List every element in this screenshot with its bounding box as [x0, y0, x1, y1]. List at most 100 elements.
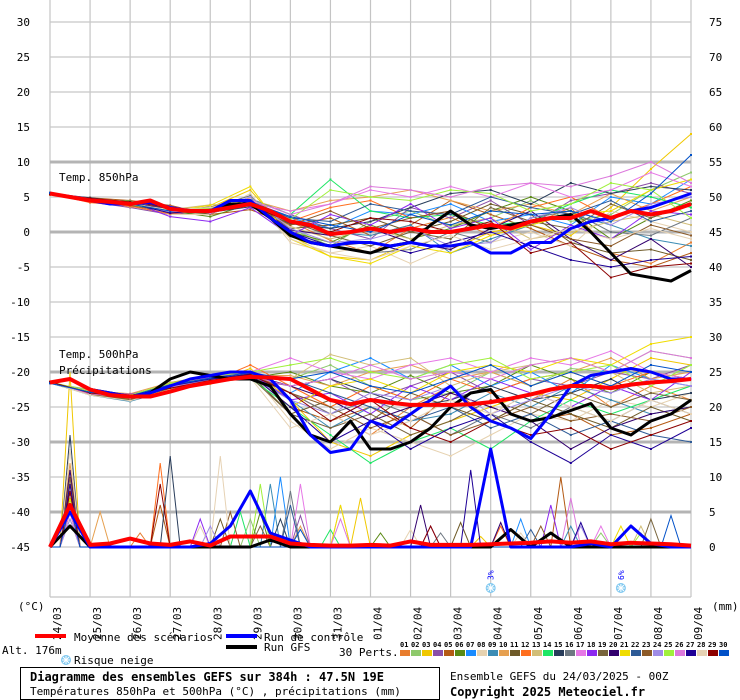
- pert-t850-point: [329, 213, 332, 216]
- pert-t850-point: [529, 224, 532, 226]
- pert-t850-point: [369, 217, 372, 219]
- t500-panel-label: Temp. 500hPa: [59, 348, 138, 361]
- pert-legend-number: 12: [521, 641, 529, 649]
- legend-mean-swatch: [35, 634, 66, 638]
- pert-t850-point: [529, 199, 532, 202]
- pert-t500-point: [289, 392, 292, 394]
- pert-t500-point: [649, 406, 652, 408]
- left-tick-label: -40: [10, 506, 30, 519]
- pert-t850-point: [369, 203, 372, 205]
- pert-t850-point: [489, 199, 492, 202]
- pert-legend-swatch: [675, 650, 685, 656]
- pert-t500-point: [690, 427, 692, 429]
- pert-legend-number: 16: [565, 641, 573, 649]
- pert-t500-point: [569, 392, 572, 394]
- x-tick-label: 31/03: [331, 607, 344, 640]
- pert-t500-point: [289, 427, 292, 429]
- precip-panel-label: Précipitations: [59, 364, 152, 377]
- pert-t850-point: [49, 191, 51, 194]
- pert-t850-point: [649, 220, 652, 223]
- pert-t500-point: [569, 406, 572, 408]
- pert-t500-point: [289, 374, 292, 377]
- pert-legend-swatch: [565, 650, 575, 656]
- pert-t850-point: [690, 210, 692, 212]
- pert-t850-point: [409, 189, 412, 191]
- pert-t500-point: [49, 382, 51, 385]
- pert-legend-swatch: [631, 650, 641, 656]
- pert-t500-point: [609, 378, 612, 380]
- pert-legend-swatch: [532, 650, 542, 656]
- x-tick-label: 03/04: [452, 607, 465, 640]
- pert-t850-point: [609, 203, 612, 205]
- pert-t500-point: [489, 434, 492, 436]
- left-tick-label: -35: [10, 471, 30, 484]
- pert-t850-point: [249, 196, 252, 198]
- pert-t850-point: [609, 206, 612, 209]
- pert-t850-point: [369, 199, 372, 202]
- pert-t850-point: [569, 245, 572, 247]
- right-tick-label: 75: [709, 16, 722, 29]
- pert-t500-point: [609, 406, 612, 408]
- pert-t850-point: [489, 210, 492, 212]
- pert-legend-swatch: [664, 650, 674, 656]
- pert-t500-point: [489, 357, 492, 359]
- pert-legend-number: 17: [576, 641, 584, 649]
- pert-t850-point: [609, 192, 612, 195]
- pert-legend-number: 09: [488, 641, 496, 649]
- right-tick-label: 60: [709, 121, 722, 134]
- x-tick-label: 30/03: [291, 607, 304, 640]
- pert-t850-point: [409, 203, 412, 205]
- pert-t850-point: [569, 203, 572, 205]
- pert-t500-point: [529, 357, 532, 359]
- pert-t850-point: [369, 245, 372, 247]
- pert-t500-point: [169, 387, 172, 390]
- pert-t850-point: [409, 196, 412, 198]
- pert-t850-point: [89, 197, 92, 200]
- legend-gfs-swatch: [226, 645, 257, 649]
- pert-t850-point: [329, 178, 332, 181]
- pert-t500-point: [409, 448, 412, 450]
- pert-t850-point: [609, 220, 612, 223]
- pert-t500-point: [409, 399, 412, 401]
- pert-t500-point: [409, 357, 412, 359]
- pert-t850-point: [529, 203, 532, 205]
- pert-legend-number: 07: [466, 641, 474, 649]
- pert-t850-point: [329, 217, 332, 219]
- pert-t850-point: [249, 185, 252, 188]
- pert-t500-point: [569, 427, 572, 429]
- x-tick-label: 24/03: [51, 607, 64, 640]
- pert-t850-point: [449, 238, 452, 240]
- x-tick-label: 09/04: [692, 607, 705, 640]
- pert-t850-point: [489, 189, 492, 191]
- pert-legend-swatch: [422, 650, 432, 656]
- pert-t500-point: [369, 357, 372, 359]
- pert-t500-point: [569, 413, 572, 415]
- pert-t500-point: [129, 398, 132, 401]
- pert-t500-point: [529, 371, 532, 373]
- pert-t850-point: [489, 241, 492, 244]
- pert-t850-point: [209, 220, 212, 223]
- pert-t500-point: [690, 392, 692, 394]
- pert-t500-point: [649, 427, 652, 429]
- pert-t850-point: [489, 213, 492, 216]
- pert-t850-point: [369, 259, 372, 261]
- pert-legend-number: 03: [422, 641, 430, 649]
- pert-t500-point: [569, 434, 572, 436]
- left-tick-label: -15: [10, 331, 30, 344]
- pert-t500-point: [529, 441, 532, 443]
- pert-t850-point: [690, 189, 692, 191]
- pert-t850-point: [690, 133, 692, 135]
- pert-legend-swatch: [554, 650, 564, 656]
- pert-t850-point: [449, 189, 452, 191]
- pert-t500-point: [649, 448, 652, 450]
- pert-t850-point: [569, 185, 572, 188]
- pert-t500-point: [369, 427, 372, 429]
- pert-t500-point: [609, 413, 612, 415]
- pert-t850-point: [449, 227, 452, 230]
- pert-t500-point: [609, 434, 612, 436]
- pert-t850-point: [489, 217, 492, 219]
- pert-t850-point: [409, 248, 412, 251]
- pert-t500-point: [369, 406, 372, 408]
- mean-precip-line: [48, 503, 692, 548]
